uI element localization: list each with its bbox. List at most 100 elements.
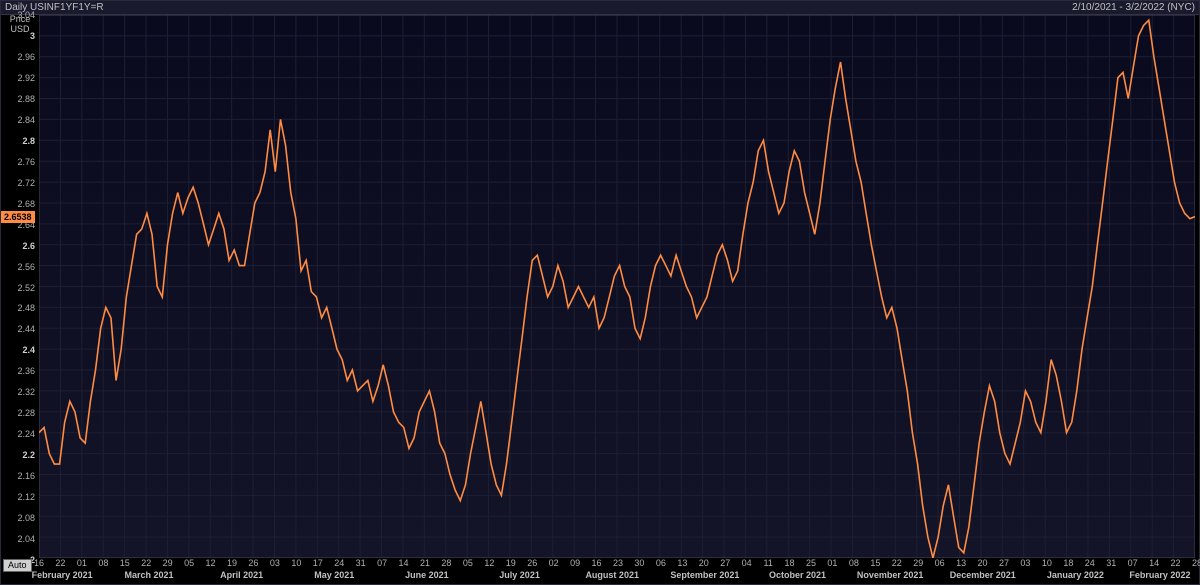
x-tick-day: 16 (592, 558, 602, 568)
x-tick-day: 12 (206, 558, 216, 568)
x-tick-day: 10 (1042, 558, 1052, 568)
y-tick: 2.72 (1, 178, 35, 188)
x-tick-day: 26 (527, 558, 537, 568)
x-tick-day: 29 (163, 558, 173, 568)
y-tick: 2.4 (1, 345, 35, 355)
x-tick-day: 01 (77, 558, 87, 568)
chart-svg (39, 15, 1195, 558)
x-tick-day: 18 (785, 558, 795, 568)
y-tick: 2.92 (1, 73, 35, 83)
x-tick-month: August 2021 (585, 570, 639, 580)
x-tick-day: 14 (399, 558, 409, 568)
y-tick: 2.56 (1, 262, 35, 272)
header-bar: Daily USINF1YF1Y=R 2/10/2021 - 3/2/2022 … (1, 1, 1199, 15)
x-tick-day: 22 (141, 558, 151, 568)
x-tick-day: 15 (120, 558, 130, 568)
x-tick-day: 20 (699, 558, 709, 568)
chart-area[interactable] (39, 15, 1195, 558)
x-tick-day: 22 (55, 558, 65, 568)
y-tick: 2.16 (1, 471, 35, 481)
x-tick-month: November 2021 (857, 570, 924, 580)
y-tick: 2.28 (1, 408, 35, 418)
y-tick: 2.32 (1, 387, 35, 397)
x-tick-day: 14 (1149, 558, 1159, 568)
auto-scale-button[interactable]: Auto (3, 559, 32, 572)
x-tick-day: 04 (742, 558, 752, 568)
x-tick-day: 24 (334, 558, 344, 568)
x-tick-day: 27 (720, 558, 730, 568)
y-tick: 3.04 (1, 10, 35, 20)
y-tick: 2.68 (1, 199, 35, 209)
y-tick: 2.52 (1, 283, 35, 293)
x-tick-day: 16 (34, 558, 44, 568)
x-tick-month: April 2021 (220, 570, 263, 580)
x-axis: 16 22 01 08 15 22 29 05 12 19 26 03 10 17 24 31 07 14 21 28… (39, 558, 1195, 584)
y-tick: 2.04 (1, 534, 35, 544)
x-tick-day: 26 (248, 558, 258, 568)
x-tick-day: 06 (935, 558, 945, 568)
x-tick-day: 28 (441, 558, 451, 568)
y-tick: 2.12 (1, 492, 35, 502)
x-tick-day: 22 (1171, 558, 1181, 568)
x-tick-day: 03 (1020, 558, 1030, 568)
x-tick-day: 06 (656, 558, 666, 568)
x-tick-month: June 2021 (405, 570, 449, 580)
x-tick-day: 30 (634, 558, 644, 568)
x-tick-month: October 2021 (769, 570, 826, 580)
x-tick-day: 31 (1106, 558, 1116, 568)
y-tick: 2.96 (1, 52, 35, 62)
x-tick-month: December 2021 (950, 570, 1016, 580)
x-tick-day: 03 (270, 558, 280, 568)
y-tick: 2.44 (1, 324, 35, 334)
x-tick-day: 11 (763, 558, 772, 568)
x-tick-day: 02 (549, 558, 559, 568)
x-tick-day: 13 (956, 558, 966, 568)
x-tick-day: 08 (849, 558, 859, 568)
x-tick-day: 25 (806, 558, 816, 568)
header-daterange: 2/10/2021 - 3/2/2022 (NYC) (1072, 2, 1195, 13)
x-tick-month: February 2021 (32, 570, 93, 580)
x-tick-day: 24 (1085, 558, 1095, 568)
y-tick: 2.76 (1, 157, 35, 167)
x-tick-day: 21 (420, 558, 430, 568)
x-tick-month: March 2021 (124, 570, 173, 580)
x-tick-day: 19 (227, 558, 237, 568)
x-tick-day: 17 (313, 558, 323, 568)
y-tick: 2.6 (1, 241, 35, 251)
x-tick-day: 12 (484, 558, 494, 568)
x-tick-day: 23 (613, 558, 623, 568)
x-tick-day: 31 (356, 558, 366, 568)
y-tick: 2.08 (1, 513, 35, 523)
y-tick: 3 (1, 31, 35, 41)
x-tick-month: January 2022 (1047, 570, 1104, 580)
chart-container: Daily USINF1YF1Y=R 2/10/2021 - 3/2/2022 … (0, 0, 1200, 585)
y-tick: 2.24 (1, 429, 35, 439)
x-tick-month: July 2021 (499, 570, 540, 580)
x-tick-day: 01 (827, 558, 837, 568)
x-tick-day: 22 (892, 558, 902, 568)
x-tick-day: 20 (978, 558, 988, 568)
last-price-marker: 2.6538 (1, 211, 35, 223)
y-tick: 2.8 (1, 136, 35, 146)
x-tick-day: 09 (570, 558, 580, 568)
x-tick-month: September 2021 (670, 570, 739, 580)
x-tick-day: 07 (1128, 558, 1138, 568)
x-tick-day: 05 (184, 558, 194, 568)
x-tick-day: 27 (999, 558, 1009, 568)
y-tick: 2.84 (1, 115, 35, 125)
x-tick-day: 18 (1063, 558, 1073, 568)
y-tick: 2.88 (1, 94, 35, 104)
x-tick-day: 28 (1192, 558, 1200, 568)
x-tick-day: 19 (506, 558, 516, 568)
x-tick-day: 13 (677, 558, 687, 568)
y-tick: 2.48 (1, 303, 35, 313)
x-tick-day: 08 (98, 558, 108, 568)
x-tick-month: May 2021 (314, 570, 354, 580)
x-tick-day: 15 (870, 558, 880, 568)
y-tick: 2.36 (1, 366, 35, 376)
x-tick-day: 07 (377, 558, 387, 568)
x-tick-day: 10 (291, 558, 301, 568)
y-tick: 2.2 (1, 450, 35, 460)
x-tick-day: 29 (913, 558, 923, 568)
x-tick-day: 05 (463, 558, 473, 568)
